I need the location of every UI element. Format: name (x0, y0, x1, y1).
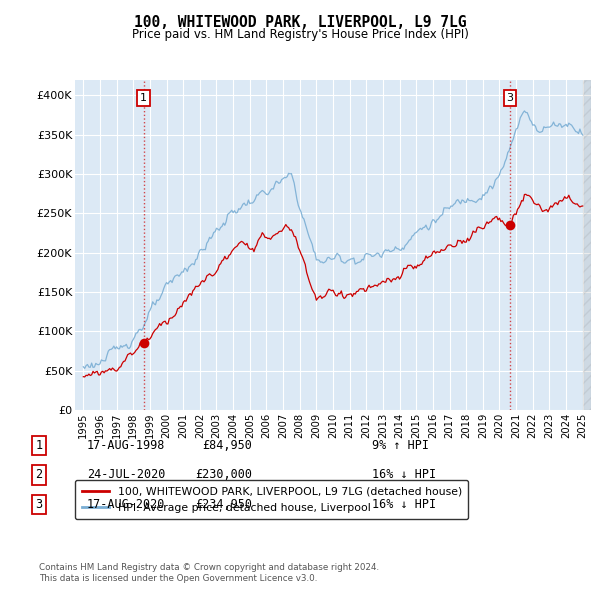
Text: This data is licensed under the Open Government Licence v3.0.: This data is licensed under the Open Gov… (39, 574, 317, 583)
Text: 16% ↓ HPI: 16% ↓ HPI (372, 468, 436, 481)
Text: £234,950: £234,950 (195, 498, 252, 511)
Text: 100, WHITEWOOD PARK, LIVERPOOL, L9 7LG: 100, WHITEWOOD PARK, LIVERPOOL, L9 7LG (134, 15, 466, 30)
Text: 17-AUG-1998: 17-AUG-1998 (87, 439, 166, 452)
Text: 2: 2 (35, 468, 43, 481)
Bar (583, 80, 591, 410)
Text: 17-AUG-2020: 17-AUG-2020 (87, 498, 166, 511)
Text: £84,950: £84,950 (202, 439, 252, 452)
Text: 24-JUL-2020: 24-JUL-2020 (87, 468, 166, 481)
Text: 9% ↑ HPI: 9% ↑ HPI (372, 439, 429, 452)
Text: £230,000: £230,000 (195, 468, 252, 481)
Text: 1: 1 (35, 439, 43, 452)
Legend: 100, WHITEWOOD PARK, LIVERPOOL, L9 7LG (detached house), HPI: Average price, det: 100, WHITEWOOD PARK, LIVERPOOL, L9 7LG (… (75, 480, 468, 519)
Text: 3: 3 (506, 93, 514, 103)
Text: 3: 3 (35, 498, 43, 511)
Text: Contains HM Land Registry data © Crown copyright and database right 2024.: Contains HM Land Registry data © Crown c… (39, 563, 379, 572)
Text: Price paid vs. HM Land Registry's House Price Index (HPI): Price paid vs. HM Land Registry's House … (131, 28, 469, 41)
Text: 1: 1 (140, 93, 147, 103)
Text: 16% ↓ HPI: 16% ↓ HPI (372, 498, 436, 511)
